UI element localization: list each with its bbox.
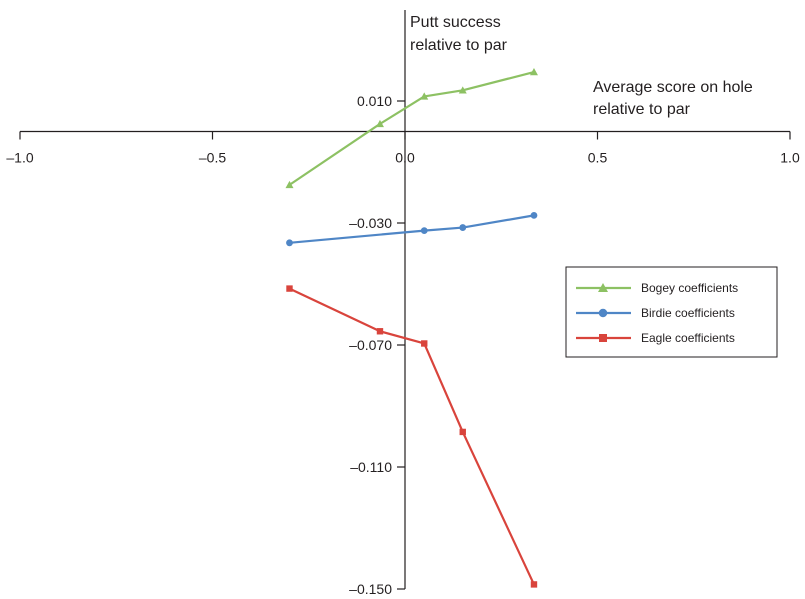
- legend-marker: [598, 283, 608, 292]
- birdie-data-point: [420, 227, 428, 235]
- birdie-data-point: [459, 224, 467, 231]
- legend-item-bogey: Bogey coefficients: [576, 281, 738, 295]
- y-axis-title-line-1: Putt success: [410, 14, 501, 31]
- eagle-data-point: [376, 328, 384, 335]
- eagle-series: [286, 285, 538, 588]
- ticks: –1.0 –0.5 0.0 0.5 1.0 0.010 –0.030 –0.070 –0.110…: [6, 93, 800, 597]
- y-tick-label: –0.070: [349, 337, 392, 353]
- x-axis-title-line-2: relative to par: [593, 101, 691, 118]
- legend-label: Birdie coefficients: [641, 306, 735, 320]
- legend-marker: [598, 308, 608, 318]
- x-tick-label: 0.0: [395, 150, 415, 166]
- legend-label: Bogey coefficients: [641, 281, 738, 295]
- eagle-series-line: [289, 287, 535, 585]
- x-tick-label: 0.5: [588, 150, 608, 166]
- birdie-series-line: [289, 214, 535, 244]
- series: [285, 68, 538, 588]
- y-tick-label: 0.010: [357, 93, 392, 109]
- birdie-data-point: [286, 239, 293, 247]
- bogey-series: [285, 68, 538, 189]
- y-axis-title-line-2: relative to par: [410, 37, 508, 54]
- eagle-data-point: [421, 340, 428, 347]
- x-axis-title-line-1: Average score on hole: [593, 79, 753, 96]
- birdie-data-point: [530, 211, 538, 219]
- bogey-data-point: [529, 68, 538, 76]
- y-tick-label: –0.030: [349, 215, 392, 231]
- bogey-series-line: [288, 70, 535, 186]
- y-axis-title: Putt success relative to par: [410, 14, 508, 54]
- x-tick-label: –0.5: [199, 150, 226, 166]
- eagle-data-point: [530, 581, 538, 588]
- x-tick-label: 1.0: [780, 150, 800, 166]
- bogey-data-point: [458, 86, 467, 94]
- legend-item-eagle: Eagle coefficients: [576, 331, 735, 345]
- legend-marker: [599, 334, 607, 342]
- bogey-data-point: [375, 119, 384, 128]
- legend-label: Eagle coefficients: [641, 331, 735, 345]
- birdie-series: [286, 211, 538, 247]
- eagle-data-point: [459, 428, 466, 436]
- legend-item-birdie: Birdie coefficients: [576, 306, 735, 320]
- legend: Bogey coefficients Birdie coefficients Eag…: [565, 266, 778, 358]
- y-tick-label: –0.150: [349, 581, 392, 597]
- y-tick-label: –0.110: [350, 459, 392, 475]
- x-tick-label: –1.0: [6, 150, 33, 166]
- bogey-data-point: [285, 180, 294, 189]
- eagle-data-point: [286, 285, 293, 292]
- bogey-data-point: [420, 92, 429, 100]
- x-axis-title: Average score on hole relative to par: [593, 79, 757, 118]
